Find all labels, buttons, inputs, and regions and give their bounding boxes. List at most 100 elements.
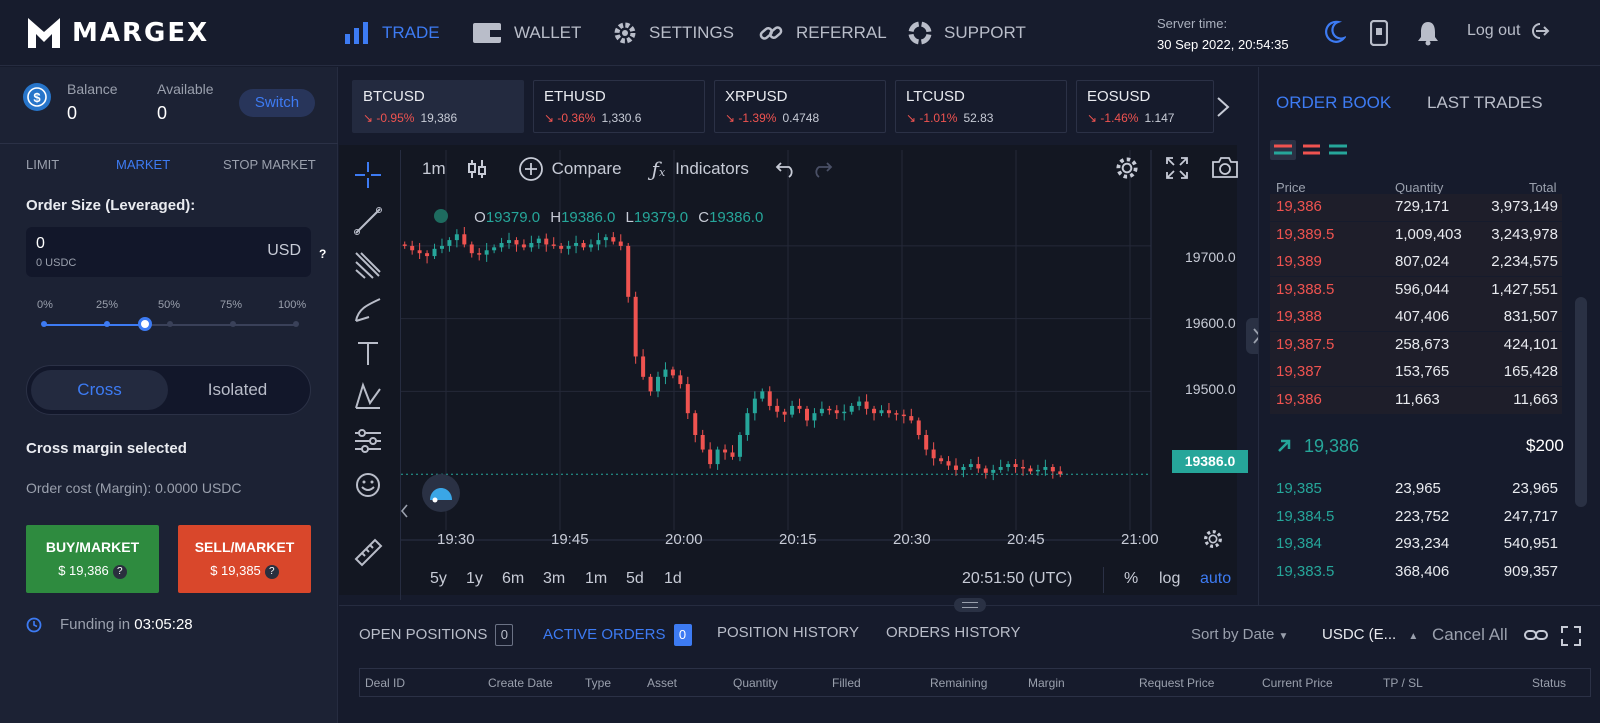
compare-button[interactable]: Compare [551,159,622,178]
column-header[interactable]: Current Price [1262,676,1333,690]
interval-button[interactable]: 1m [422,159,446,178]
ask-row[interactable]: 19,388.5 596,044 1,427,551 [1270,276,1562,304]
cancel-all-button[interactable]: Cancel All [1432,625,1508,644]
ticker-ethusd[interactable]: ETHUSD ↘ -0.36% 1,330.6 [533,80,705,133]
ticker-ltcusd[interactable]: LTCUSD ↘ -1.01% 52.83 [895,80,1067,133]
tab-orders-history[interactable]: ORDERS HISTORY [886,624,1020,641]
trend-line-icon[interactable] [353,206,383,236]
indicators-button[interactable]: Indicators [675,159,749,178]
chain-icon[interactable] [1524,627,1548,643]
ask-row[interactable]: 19,388 407,406 831,507 [1270,304,1562,331]
chevron-right-icon[interactable] [1216,96,1230,118]
sell-market-button[interactable]: SELL/MARKET $ 19,385? [178,525,311,593]
bell-icon[interactable] [1417,20,1439,46]
auto-scale-button[interactable]: auto [1200,570,1232,587]
fx-icon[interactable]: ƒx [651,157,666,181]
column-header[interactable]: Remaining [930,676,988,690]
undo-icon[interactable] [775,159,797,179]
sort-dropdown[interactable]: Sort by Date ▼ [1191,626,1288,643]
pattern-icon[interactable] [353,381,383,411]
fullscreen-icon[interactable] [1165,156,1189,180]
tab-last-trades[interactable]: LAST TRADES [1427,93,1543,112]
chart-time[interactable]: 20:51:50 (UTC) [962,570,1073,587]
nav-referral[interactable]: REFERRAL [758,0,887,66]
crosshair-icon[interactable] [353,160,383,190]
ticker-xrpusd[interactable]: XRPUSD ↘ -1.39% 0.4748 [714,80,886,133]
column-header[interactable]: Request Price [1139,676,1215,690]
ruler-icon[interactable] [353,537,383,567]
tab-limit[interactable]: LIMIT [26,157,60,172]
column-header[interactable]: Quantity [733,676,778,690]
range-3m[interactable]: 3m [543,570,566,587]
logout-button[interactable]: Log out [1467,22,1550,40]
column-header[interactable]: Create Date [488,676,553,690]
scrollbar[interactable] [1575,297,1587,507]
nav-trade[interactable]: TRADE [344,0,440,66]
help-icon[interactable]: ? [264,564,279,579]
tradingview-icon[interactable] [421,473,461,513]
bid-row[interactable]: 19,385 23,965 23,965 [1270,476,1562,503]
tab-open-positions[interactable]: OPEN POSITIONS 0 [359,624,514,646]
range-1y[interactable]: 1y [466,570,483,587]
tab-stop-market[interactable]: STOP MARKET [223,157,316,172]
column-header[interactable]: Status [1532,676,1567,690]
candles-type-icon[interactable] [466,158,488,180]
nav-support[interactable]: SUPPORT [908,0,1026,66]
moon-icon[interactable] [1324,20,1346,44]
price-chart[interactable] [339,145,1237,595]
camera-icon[interactable] [1211,155,1239,179]
cross-option[interactable]: Cross [31,370,168,410]
expand-icon[interactable] [1560,625,1582,647]
nav-wallet[interactable]: WALLET [472,0,581,66]
ask-row[interactable]: 19,386 11,663 11,663 [1270,386,1562,414]
range-6m[interactable]: 6m [502,570,525,587]
column-header[interactable]: TP / SL [1383,676,1423,690]
ask-row[interactable]: 19,387 153,765 165,428 [1270,359,1562,386]
ticker-btcusd[interactable]: BTCUSD ↘ -0.95% 19,386 [352,80,524,133]
percent-scale-button[interactable]: % [1124,570,1139,587]
plus-circle-icon[interactable] [518,156,544,182]
logo[interactable]: MARGEX [26,16,209,50]
range-5d[interactable]: 5d [626,570,644,587]
brush-icon[interactable] [353,295,383,325]
bid-row[interactable]: 19,384 293,234 540,951 [1270,531,1562,558]
book-view-icons[interactable] [1270,140,1354,160]
slider-handle[interactable] [137,317,152,331]
column-header[interactable]: Deal ID [365,676,406,690]
column-header[interactable]: Type [585,676,612,690]
help-icon[interactable]: ? [112,564,127,579]
help-icon[interactable]: ? [319,247,327,261]
range-1m[interactable]: 1m [585,570,608,587]
isolated-option[interactable]: Isolated [207,380,268,399]
phone-icon[interactable] [1370,20,1388,46]
switch-button[interactable]: Switch [239,89,315,117]
currency-dropdown[interactable]: USDC (E... ▲ [1322,626,1418,643]
buy-market-button[interactable]: BUY/MARKET $ 19,386? [26,525,159,593]
nav-settings[interactable]: SETTINGS [613,0,734,66]
redo-icon[interactable] [811,159,833,179]
log-scale-button[interactable]: log [1159,570,1181,587]
axis-settings-gear-icon[interactable] [1202,528,1224,550]
order-size-input[interactable]: 0 0 USDC USD [26,227,311,277]
ask-row[interactable]: 19,389 807,024 2,234,575 [1270,249,1562,276]
tab-order-book[interactable]: ORDER BOOK [1276,93,1392,112]
ask-row[interactable]: 19,386 729,171 3,973,149 [1270,194,1562,221]
tab-market[interactable]: MARKET [116,157,171,172]
measure-icon[interactable] [353,426,383,456]
pitchfork-icon[interactable] [353,250,383,280]
column-header[interactable]: Filled [832,676,861,690]
emoji-icon[interactable] [353,470,383,500]
tab-active-orders[interactable]: ACTIVE ORDERS 0 [543,624,692,646]
ticker-eosusd[interactable]: EOSUSD ↘ -1.46% 1.147 [1076,80,1214,133]
range-5y[interactable]: 5y [430,570,447,587]
column-header[interactable]: Margin [1028,676,1065,690]
ask-row[interactable]: 19,387.5 258,673 424,101 [1270,331,1562,359]
column-header[interactable]: Asset [647,676,678,690]
range-1d[interactable]: 1d [664,570,682,587]
resize-handle[interactable] [954,598,986,612]
leverage-slider[interactable] [41,317,299,331]
chart-settings-gear-icon[interactable] [1114,155,1140,181]
ask-row[interactable]: 19,389.5 1,009,403 3,243,978 [1270,221,1562,249]
text-tool-icon[interactable] [353,338,383,368]
collapse-left-icon[interactable] [399,503,409,519]
